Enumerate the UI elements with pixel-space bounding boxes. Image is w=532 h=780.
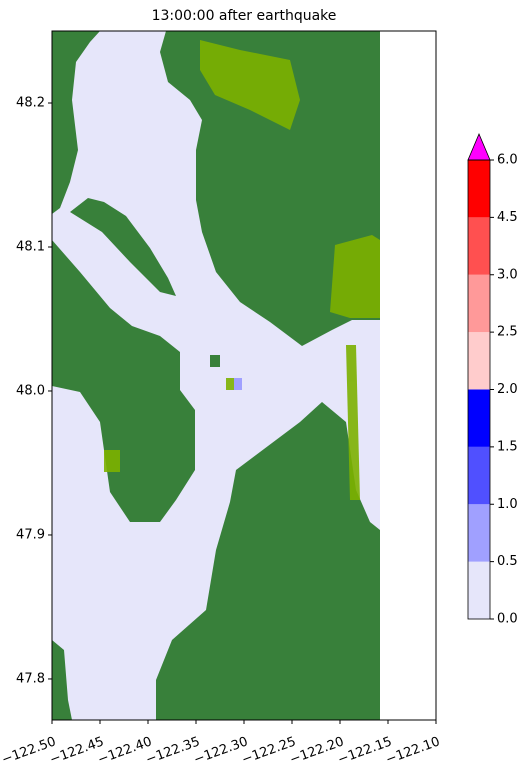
colorbar-segment: [468, 389, 490, 447]
x-tick-label: −122.45: [48, 734, 106, 767]
colorbar-segment: [468, 446, 490, 505]
land: [52, 240, 195, 522]
colorbar-segment: [468, 504, 490, 562]
x-tick-label: −122.35: [144, 734, 202, 767]
x-tick-label: −122.30: [192, 734, 250, 767]
shallow-land: [330, 235, 380, 318]
x-tick-label: −122.25: [240, 734, 298, 767]
colorbar-segment: [468, 561, 490, 619]
land: [52, 31, 100, 214]
shallow-land: [346, 345, 360, 500]
y-tick-label: 48.1: [16, 239, 45, 254]
shallow-land: [226, 378, 234, 390]
land: [52, 640, 72, 720]
x-tick-label: −122.15: [336, 734, 394, 767]
colorbar-segment: [468, 217, 490, 275]
colorbar-tick-label: 0.0: [497, 612, 518, 627]
colorbar-tick-label: 2.0: [497, 382, 518, 397]
colorbar-segment: [468, 160, 490, 218]
colorbar-tick-label: 6.0: [497, 153, 518, 168]
x-tick-label: −122.10: [384, 734, 442, 767]
shallow-land: [200, 40, 300, 130]
colorbar-tick-label: 0.5: [497, 554, 518, 569]
y-tick-label: 48.2: [16, 95, 45, 110]
colorbar-tick-label: 1.0: [497, 497, 518, 512]
y-tick-label: 47.8: [16, 671, 45, 686]
x-tick-label: −122.50: [0, 734, 58, 767]
shallow-land: [104, 450, 120, 472]
y-tick-label: 47.9: [16, 527, 45, 542]
x-tick-label: −122.40: [96, 734, 154, 767]
land: [156, 402, 380, 720]
colorbar-tick-label: 3.0: [497, 267, 518, 282]
x-tick-label: −122.20: [288, 734, 346, 767]
wave-cell: [234, 378, 242, 390]
land: [70, 198, 176, 296]
chart-title: 13:00:00 after earthquake: [152, 8, 337, 24]
map: [52, 31, 380, 720]
colorbar-tick-label: 4.5: [497, 210, 518, 225]
land: [160, 31, 380, 346]
colorbar-segment: [468, 274, 490, 333]
y-tick-label: 48.0: [16, 383, 45, 398]
land: [210, 355, 220, 367]
colorbar-tick-label: 1.5: [497, 439, 518, 454]
colorbar-extend: [467, 132, 491, 161]
colorbar-tick-label: 2.5: [497, 325, 518, 340]
colorbar-segment: [468, 332, 490, 390]
